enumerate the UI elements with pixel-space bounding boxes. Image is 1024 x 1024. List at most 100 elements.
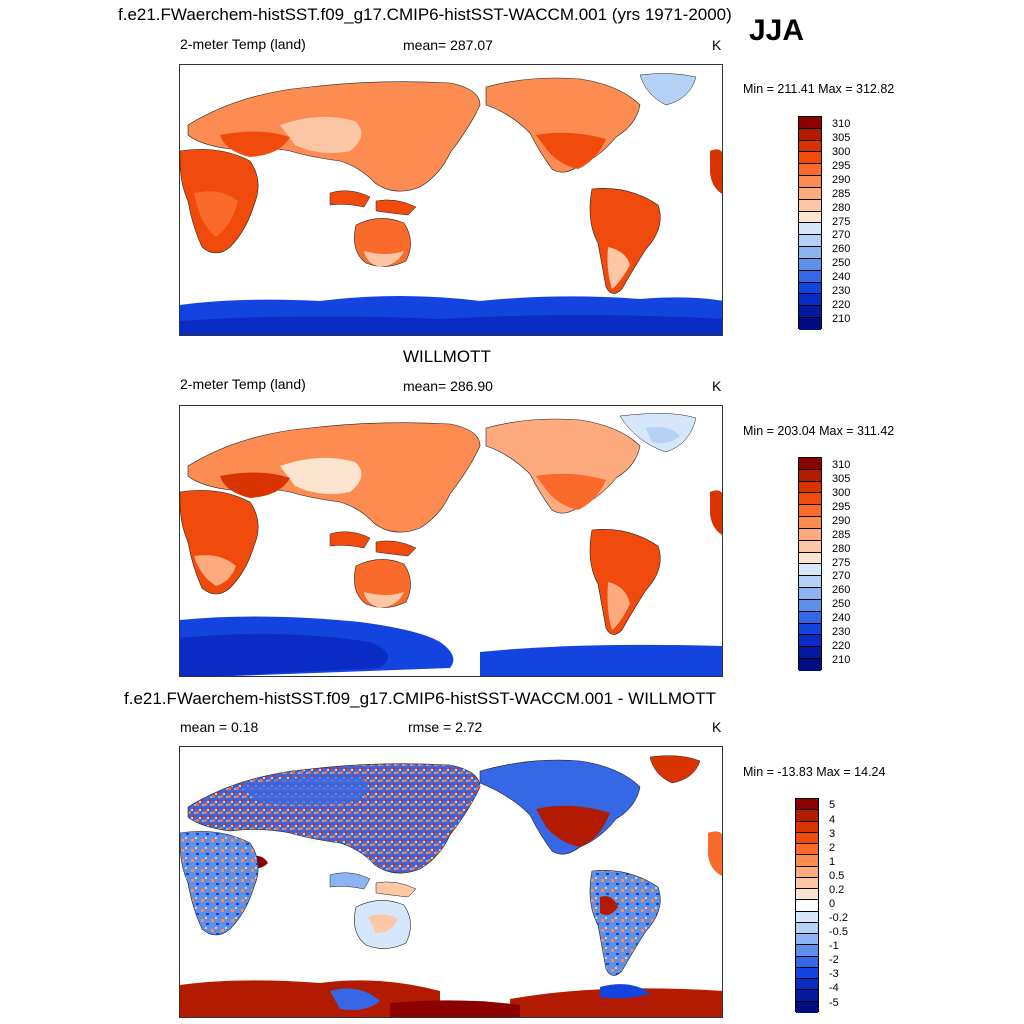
model-colorbar-segment — [799, 235, 821, 248]
obs-colorbar-tick-label: 280 — [832, 542, 851, 555]
model-temperature-map — [179, 64, 723, 336]
model-colorbar-segment — [799, 306, 821, 319]
model-colorbar-segment — [799, 117, 821, 129]
diff-australia — [354, 900, 411, 949]
obs-panel-title: WILLMOTT — [403, 347, 491, 366]
diff-colorbar-segment — [796, 979, 818, 991]
diff-colorbar-segment — [796, 922, 818, 934]
obs-colorbar-segment — [799, 493, 821, 506]
diff-colorbar-segment — [796, 1001, 818, 1013]
model-colorbar-tick-label: 280 — [832, 201, 851, 214]
diff-colorbar-segment — [796, 844, 818, 856]
diff-minmax-label: Min = -13.83 Max = 14.24 — [743, 765, 886, 779]
model-colorbar-tick-label: 310 — [832, 117, 851, 130]
model-colorbar-segment — [799, 140, 821, 153]
diff-colorbar-tick-label: 2 — [829, 841, 836, 854]
model-colorbar-tick-label: 210 — [832, 313, 851, 326]
diff-units-label: K — [712, 719, 722, 735]
model-colorbar-segment — [799, 318, 821, 330]
model-colorbar-tick-label: 260 — [832, 243, 851, 256]
obs-variable-label: 2-meter Temp (land) — [180, 376, 306, 392]
obs-colorbar-tick-label: 270 — [832, 570, 851, 583]
obs-colorbar-tick-label: 275 — [832, 556, 851, 569]
obs-colorbar-segment — [799, 564, 821, 577]
obs-maritime-continent — [329, 531, 417, 557]
obs-colorbar-segment — [799, 552, 821, 565]
obs-colorbar-segment — [799, 517, 821, 529]
obs-colorbar-tick-label: 310 — [832, 458, 851, 471]
diff-colorbar-tick-label: -0.2 — [829, 912, 848, 925]
model-colorbar-tick-label: 290 — [832, 173, 851, 186]
model-mean-label: mean= 287.07 — [403, 37, 493, 53]
diff-africa — [180, 831, 259, 936]
model-colorbar-segment — [799, 247, 821, 259]
model-colorbar-segment — [799, 152, 821, 165]
diff-panel-title: f.e21.FWaerchem-histSST.f09_g17.CMIP6-hi… — [124, 689, 717, 708]
model-colorbar-segment — [799, 128, 821, 141]
diff-colorbar-segment — [796, 821, 818, 833]
obs-colorbar-segment — [799, 540, 821, 553]
model-colorbar-tick-label: 300 — [832, 145, 851, 158]
diff-maritime-continent — [329, 872, 417, 898]
diff-colorbar-tick-label: 0 — [829, 898, 836, 910]
obs-colorbar-segment — [799, 505, 821, 518]
diff-rmse-label: rmse = 2.72 — [408, 719, 483, 735]
obs-colorbar-tick-label: 285 — [832, 528, 851, 541]
obs-colorbar-tick-label: 305 — [832, 472, 851, 485]
obs-colorbar-tick-label: 300 — [832, 486, 851, 499]
diff-colorbar-tick-label: 0.2 — [829, 883, 845, 896]
model-australia — [354, 218, 411, 267]
model-colorbar-segment — [799, 294, 821, 307]
obs-africa — [180, 490, 259, 595]
diff-colorbar-segment — [796, 911, 818, 923]
obs-colorbar-tick-label: 290 — [832, 514, 851, 527]
model-antarctica — [180, 296, 722, 335]
obs-colorbar-segment — [799, 528, 821, 541]
obs-colorbar-tick-label: 210 — [832, 654, 851, 667]
model-maritime-continent — [329, 190, 417, 216]
model-eurasia — [187, 81, 481, 192]
model-colorbar-segment — [799, 258, 821, 271]
diff-colorbar-tick-label: -0.5 — [829, 926, 848, 939]
obs-colorbar-tick-label: 230 — [832, 626, 851, 639]
diff-north-america — [479, 755, 722, 877]
model-africa — [180, 149, 259, 254]
diff-colorbar-tick-label: -2 — [829, 954, 839, 967]
obs-colorbar-segment — [799, 469, 821, 482]
obs-colorbar-segment — [799, 659, 821, 671]
obs-units-label: K — [712, 378, 722, 394]
diff-temperature-map — [179, 746, 723, 1018]
obs-colorbar-segment — [799, 576, 821, 589]
diff-colorbar-segment — [796, 945, 818, 957]
model-colorbar-segment — [799, 223, 821, 236]
obs-eurasia — [187, 422, 481, 533]
model-colorbar-segment — [799, 211, 821, 224]
model-panel-title: f.e21.FWaerchem-histSST.f09_g17.CMIP6-hi… — [118, 5, 732, 24]
obs-colorbar-segment — [799, 481, 821, 494]
model-colorbar-segment — [799, 164, 821, 177]
model-colorbar-tick-label: 295 — [832, 159, 851, 172]
diff-mean-label: mean = 0.18 — [180, 719, 259, 735]
diff-colorbar-segment — [796, 855, 818, 867]
obs-colorbar-segment — [799, 611, 821, 624]
obs-antarctica — [180, 616, 722, 676]
diff-colorbar-tick-label: 3 — [829, 827, 836, 840]
obs-minmax-label: Min = 203.04 Max = 311.42 — [743, 424, 895, 438]
diff-colorbar-segment — [796, 900, 818, 912]
model-colorbar-tick-label: 305 — [832, 131, 851, 144]
season-label: JJA — [749, 14, 805, 47]
obs-australia — [354, 559, 411, 608]
obs-mean-label: mean= 286.90 — [403, 378, 493, 394]
diff-colorbar-tick-label: -1 — [829, 940, 839, 953]
diff-colorbar — [795, 798, 819, 1013]
model-colorbar-segment — [799, 282, 821, 295]
diff-eurasia — [187, 763, 481, 874]
diff-antarctica — [180, 980, 722, 1017]
diff-colorbar-segment — [796, 956, 818, 968]
model-variable-label: 2-meter Temp (land) — [180, 36, 306, 52]
diff-colorbar-tick-label: -4 — [829, 982, 839, 995]
obs-colorbar-segment — [799, 588, 821, 600]
model-colorbar-tick-label: 275 — [832, 215, 851, 228]
obs-colorbar-tick-label: 260 — [832, 584, 851, 597]
model-colorbar-tick-label: 285 — [832, 187, 851, 200]
